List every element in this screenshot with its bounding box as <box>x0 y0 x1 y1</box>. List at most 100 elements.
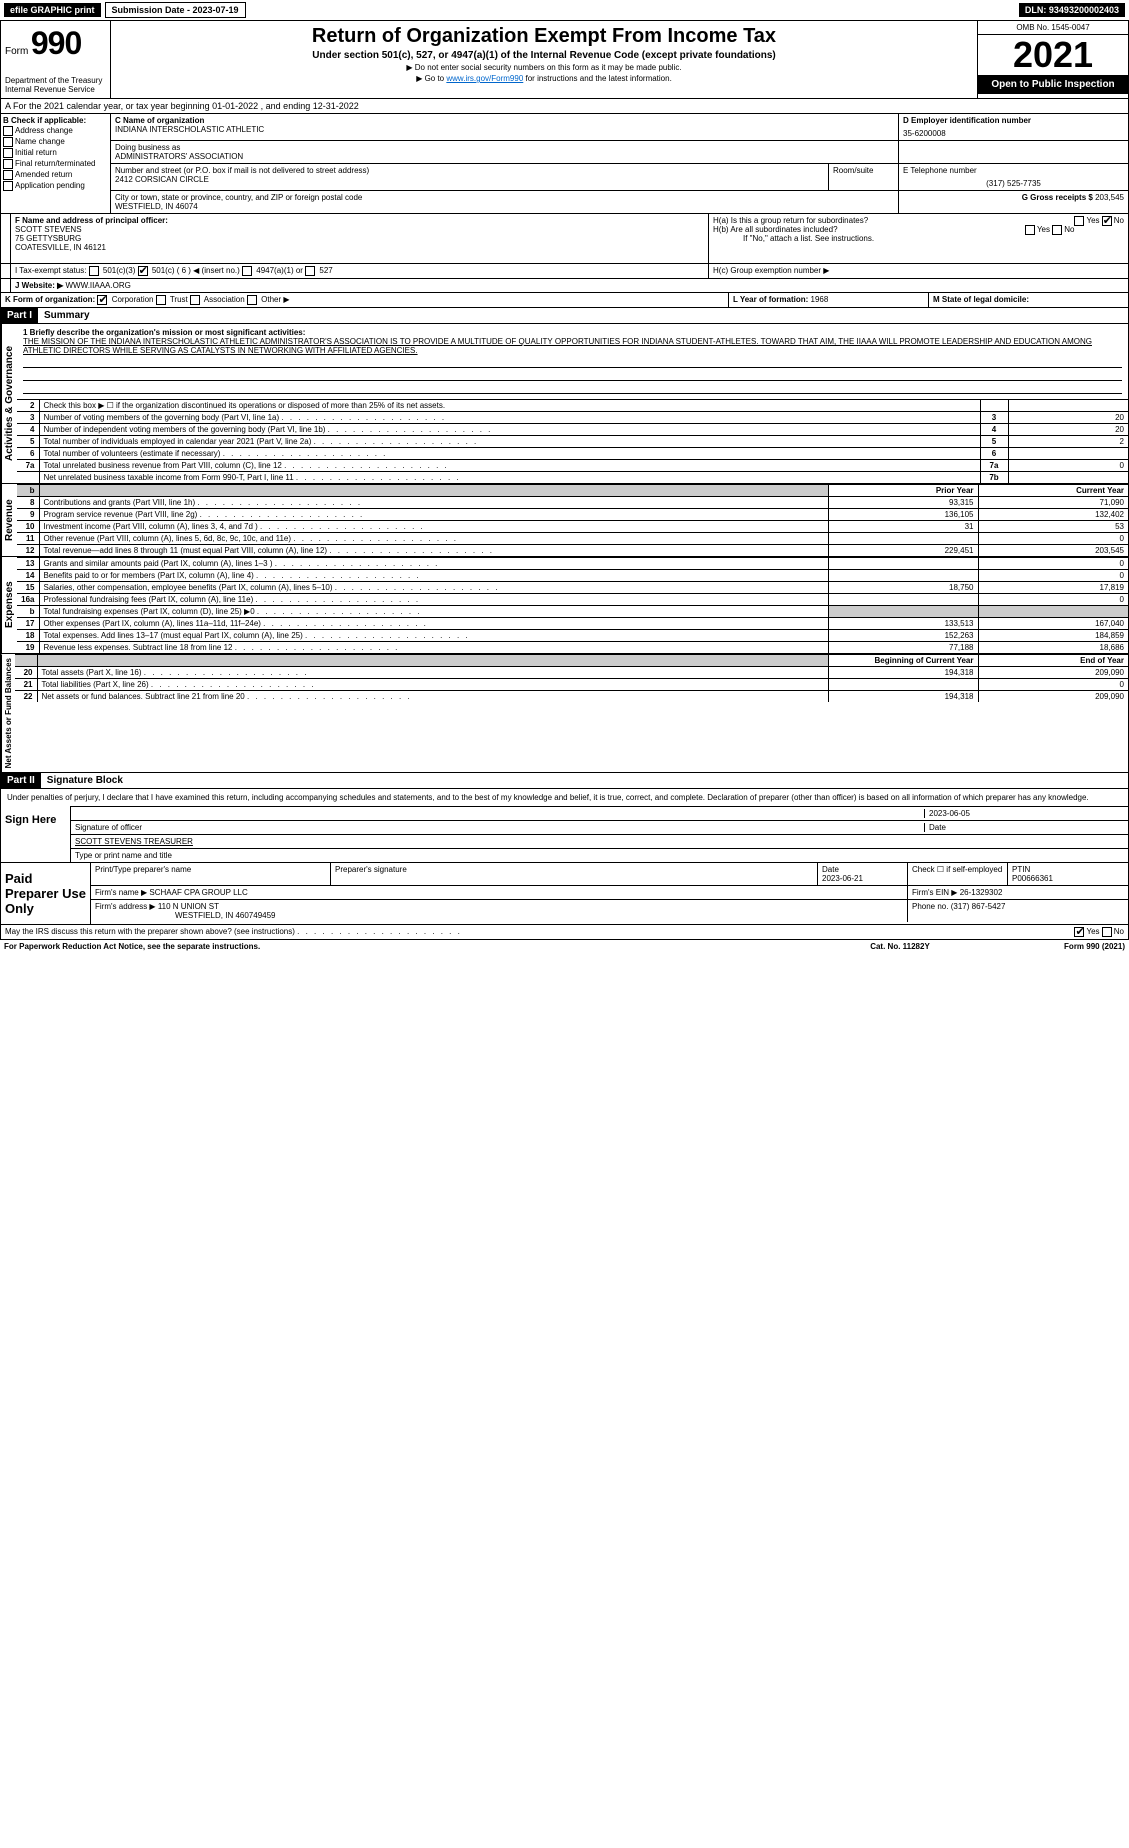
cb-initial[interactable]: Initial return <box>3 148 108 158</box>
room-cell: Room/suite <box>828 164 898 190</box>
row-j: J Website: ▶ WWW.IIAAA.ORG <box>0 279 1129 293</box>
table-row: 7aTotal unrelated business revenue from … <box>17 460 1128 472</box>
side-netassets: Net Assets or Fund Balances <box>1 654 15 772</box>
cat-no: Cat. No. 11282Y <box>825 942 975 951</box>
prep-date: Date2023-06-21 <box>818 863 908 885</box>
table-row: 6Total number of volunteers (estimate if… <box>17 448 1128 460</box>
submission-date: Submission Date - 2023-07-19 <box>105 2 246 18</box>
year-formation-cell: L Year of formation: 1968 <box>728 293 928 307</box>
sig-date: 2023-06-05 <box>924 809 1124 818</box>
table-row: 12Total revenue—add lines 8 through 11 (… <box>17 545 1128 557</box>
dba-cell: Doing business as ADMINISTRATORS' ASSOCI… <box>111 141 898 163</box>
omb-number: OMB No. 1545-0047 <box>978 21 1128 35</box>
dba-value: ADMINISTRATORS' ASSOCIATION <box>115 152 894 161</box>
state-cell: M State of legal domicile: <box>928 293 1128 307</box>
row-fh: F Name and address of principal officer:… <box>0 214 1129 264</box>
col-b-header: B Check if applicable: <box>3 116 108 125</box>
note-ssn: ▶ Do not enter social security numbers o… <box>115 63 973 72</box>
sign-here-label: Sign Here <box>1 806 71 862</box>
table-row: 11Other revenue (Part VIII, column (A), … <box>17 533 1128 545</box>
side-governance: Activities & Governance <box>1 324 17 483</box>
table-row: 21Total liabilities (Part X, line 26) 0 <box>15 679 1128 691</box>
hc-cell: H(c) Group exemption number ▶ <box>708 264 1128 278</box>
prep-sig-hdr: Preparer's signature <box>331 863 818 885</box>
cb-4947[interactable] <box>242 266 252 276</box>
expenses-section: Expenses 13Grants and similar amounts pa… <box>0 557 1129 654</box>
org-name: INDIANA INTERSCHOLASTIC ATHLETIC <box>115 125 894 134</box>
table-row: 3Number of voting members of the governi… <box>17 412 1128 424</box>
cb-discuss-yes[interactable] <box>1074 927 1084 937</box>
table-row: 16aProfessional fundraising fees (Part I… <box>17 594 1128 606</box>
cb-pending[interactable]: Application pending <box>3 181 108 191</box>
table-row: 18Total expenses. Add lines 13–17 (must … <box>17 630 1128 642</box>
prep-self: Check ☐ if self-employed <box>908 863 1008 885</box>
gross-value: 203,545 <box>1095 193 1124 202</box>
officer-name: SCOTT STEVENS <box>15 225 704 234</box>
form-org-cell: K Form of organization: Corporation Trus… <box>1 293 728 307</box>
expenses-table: 13Grants and similar amounts paid (Part … <box>17 557 1128 653</box>
cb-amended[interactable]: Amended return <box>3 170 108 180</box>
cb-other[interactable] <box>247 295 257 305</box>
signature-section: Under penalties of perjury, I declare th… <box>0 789 1129 863</box>
cb-trust[interactable] <box>156 295 166 305</box>
mission-text: THE MISSION OF THE INDIANA INTERSCHOLAST… <box>23 337 1122 355</box>
firm-ein-cell: Firm's EIN ▶ 26-1329302 <box>908 886 1128 899</box>
city-value: WESTFIELD, IN 46074 <box>115 202 894 211</box>
prep-ptin: PTINP00666361 <box>1008 863 1128 885</box>
part2-label: Part II <box>1 773 41 788</box>
note-link: ▶ Go to www.irs.gov/Form990 for instruct… <box>115 74 973 83</box>
governance-section: Activities & Governance 1 Briefly descri… <box>0 324 1129 484</box>
org-name-cell: C Name of organization INDIANA INTERSCHO… <box>111 114 898 140</box>
table-row: 8Contributions and grants (Part VIII, li… <box>17 497 1128 509</box>
sig-name: SCOTT STEVENS TREASURER <box>75 837 1124 846</box>
cb-address[interactable]: Address change <box>3 126 108 136</box>
table-row: Net unrelated business taxable income fr… <box>17 472 1128 484</box>
section-a: A For the 2021 calendar year, or tax yea… <box>0 99 1129 114</box>
website-cell: J Website: ▶ WWW.IIAAA.ORG <box>11 279 1128 292</box>
right-cell: OMB No. 1545-0047 2021 Open to Public In… <box>978 21 1128 98</box>
cb-name[interactable]: Name change <box>3 137 108 147</box>
form-number: 990 <box>31 25 81 61</box>
cb-501c[interactable] <box>138 266 148 276</box>
cb-corp[interactable] <box>97 295 107 305</box>
revenue-table: bPrior YearCurrent Year 8Contributions a… <box>17 484 1128 556</box>
table-row: 13Grants and similar amounts paid (Part … <box>17 558 1128 570</box>
table-row: 17Other expenses (Part IX, column (A), l… <box>17 618 1128 630</box>
revenue-section: Revenue bPrior YearCurrent Year 8Contrib… <box>0 484 1129 557</box>
row-i: I Tax-exempt status: 501(c)(3) 501(c) ( … <box>0 264 1129 279</box>
table-row: 20Total assets (Part X, line 16) 194,318… <box>15 667 1128 679</box>
cb-final[interactable]: Final return/terminated <box>3 159 108 169</box>
firm-name-cell: Firm's name ▶ SCHAAF CPA GROUP LLC <box>91 886 908 899</box>
table-row: 2Check this box ▶ ☐ if the organization … <box>17 400 1128 412</box>
discuss-row: May the IRS discuss this return with the… <box>0 925 1129 940</box>
part1-title: Summary <box>38 308 96 323</box>
table-row: 19Revenue less expenses. Subtract line 1… <box>17 642 1128 654</box>
ein-value: 35-6200008 <box>903 129 1124 138</box>
cb-assoc[interactable] <box>190 295 200 305</box>
footer: For Paperwork Reduction Act Notice, see … <box>0 940 1129 953</box>
side-expenses: Expenses <box>1 557 17 653</box>
phone-value: (317) 525-7735 <box>903 179 1124 188</box>
part1-label: Part I <box>1 308 38 323</box>
cb-527[interactable] <box>305 266 315 276</box>
cb-501c3[interactable] <box>89 266 99 276</box>
table-row: 9Program service revenue (Part VIII, lin… <box>17 509 1128 521</box>
street-value: 2412 CORSICAN CIRCLE <box>115 175 824 184</box>
sig-name-label: Type or print name and title <box>75 851 1124 860</box>
netassets-table: Beginning of Current YearEnd of Year 20T… <box>15 654 1128 702</box>
tax-exempt-cell: I Tax-exempt status: 501(c)(3) 501(c) ( … <box>11 264 708 278</box>
col-b: B Check if applicable: Address change Na… <box>1 114 111 213</box>
form-footer: Form 990 (2021) <box>975 942 1125 951</box>
table-row: 15Salaries, other compensation, employee… <box>17 582 1128 594</box>
header-grid: B Check if applicable: Address change Na… <box>0 114 1129 214</box>
row-klm: K Form of organization: Corporation Trus… <box>0 293 1129 308</box>
group-return-cell: H(a) Is this a group return for subordin… <box>708 214 1128 263</box>
cb-discuss-no[interactable] <box>1102 927 1112 937</box>
irs-link[interactable]: www.irs.gov/Form990 <box>446 74 523 83</box>
form-number-cell: Form 990 Department of the Treasury Inte… <box>1 21 111 98</box>
ein-cell: D Employer identification number 35-6200… <box>898 114 1128 140</box>
table-row: bTotal fundraising expenses (Part IX, co… <box>17 606 1128 618</box>
table-row: 4Number of independent voting members of… <box>17 424 1128 436</box>
dln: DLN: 93493200002403 <box>1019 3 1125 17</box>
paperwork-notice: For Paperwork Reduction Act Notice, see … <box>4 942 825 951</box>
